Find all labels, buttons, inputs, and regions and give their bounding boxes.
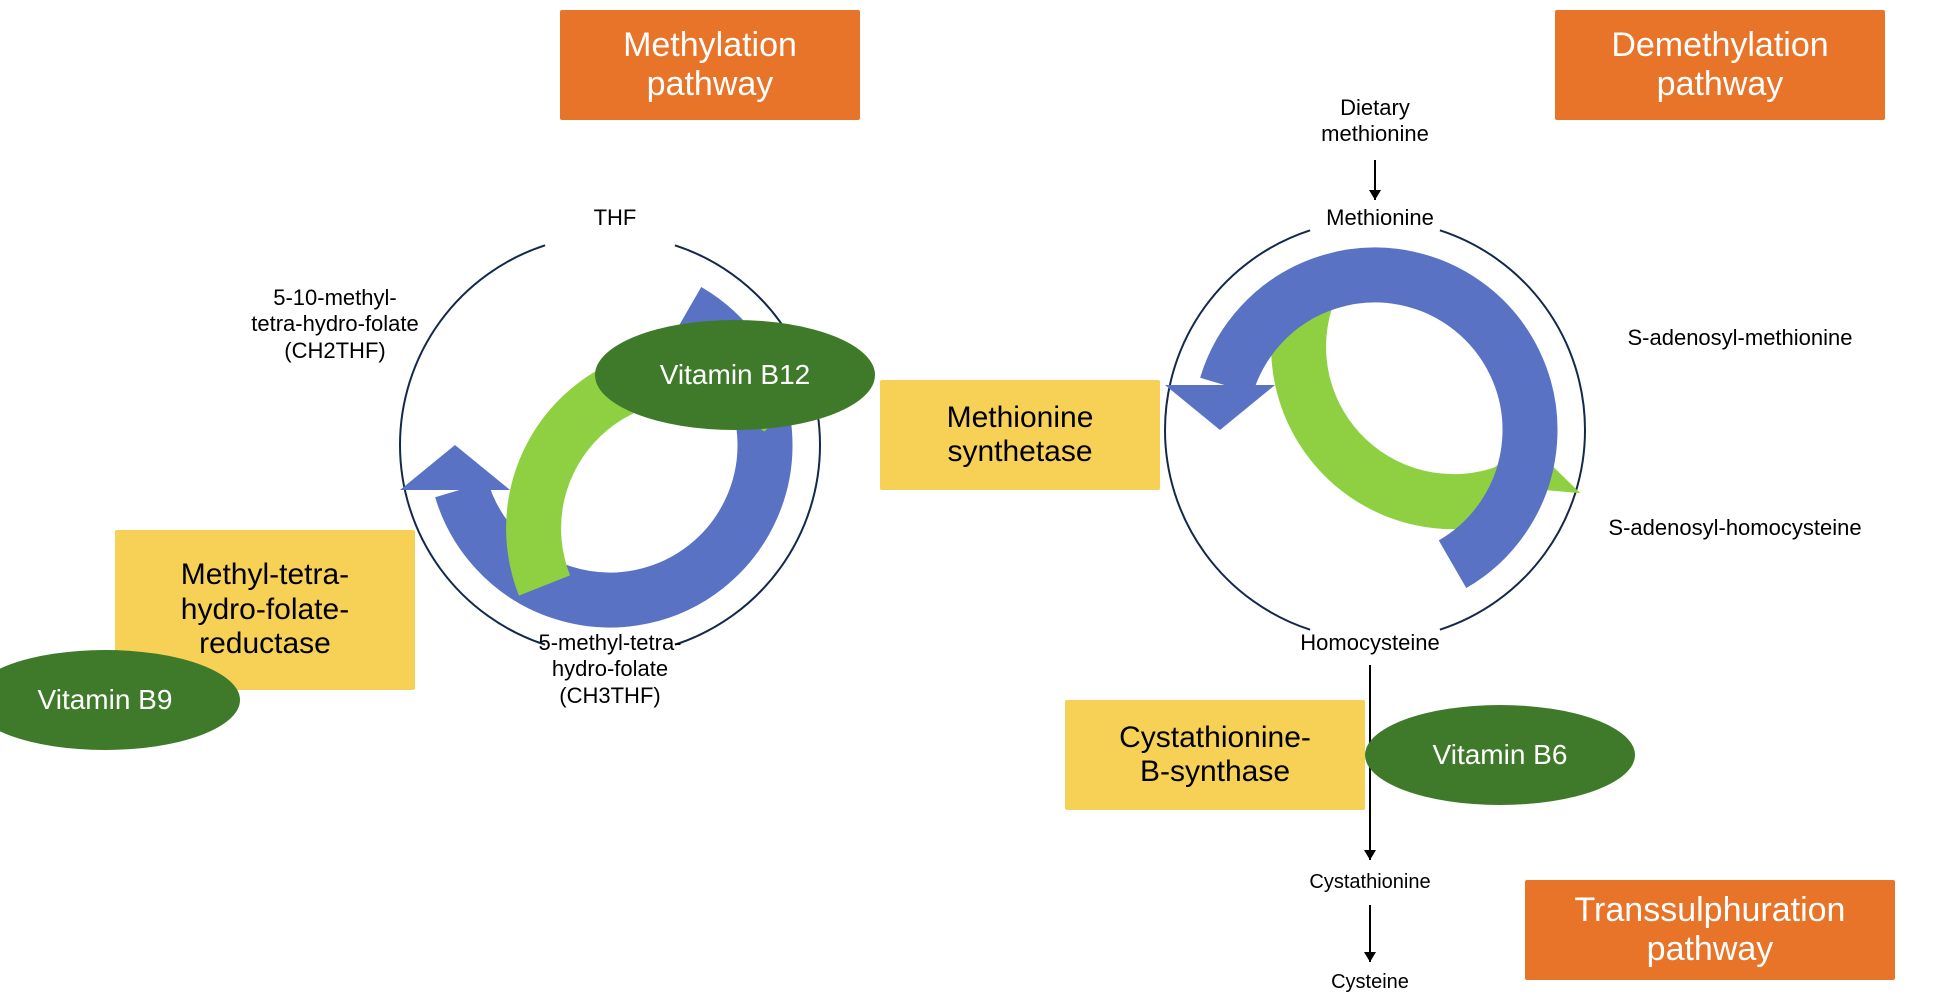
metabolites.ch3thf: 5-methyl-tetra- hydro-folate (CH3THF) [480,630,740,709]
orange_boxes.transsulphuration: Transsulphuration pathway [1525,880,1895,980]
orange_boxes.methylation: Methylation pathway [560,10,860,120]
metabolites.methionine: Methionine [1300,205,1460,231]
yellow_boxes.cbs: Cystathionine- B-synthase [1065,700,1365,810]
metabolites.cystathionine: Cystathionine [1265,870,1475,894]
orange_boxes.demethylation: Demethylation pathway [1555,10,1885,120]
vitamin_ellipses.b6: Vitamin B6 [1365,705,1635,805]
vitamin_ellipses.b12: Vitamin B12 [595,320,875,430]
metabolites.dietary_met: Dietary methionine [1275,95,1475,148]
metabolites.sam: S-adenosyl-methionine [1580,325,1900,351]
metabolites.sah: S-adenosyl-homocysteine [1560,515,1910,541]
yellow_boxes.ms: Methionine synthetase [880,380,1160,490]
metabolites.cysteine: Cysteine [1300,970,1440,994]
metabolites.thf: THF [575,205,655,231]
metabolites.ch2thf: 5-10-methyl- tetra-hydro-folate (CH2THF) [205,285,465,364]
metabolites.homocysteine: Homocysteine [1270,630,1470,656]
